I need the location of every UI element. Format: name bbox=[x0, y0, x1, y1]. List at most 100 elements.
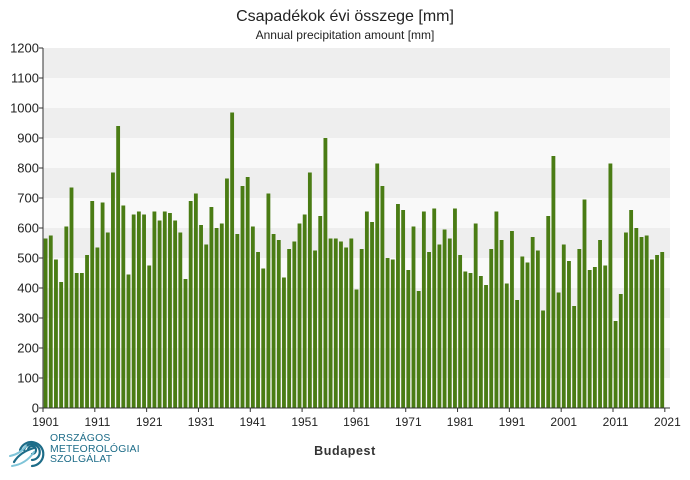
bar-1902 bbox=[48, 235, 53, 408]
bar-1925 bbox=[168, 213, 172, 408]
bar-1969 bbox=[396, 204, 400, 408]
y-tick-label: 900 bbox=[17, 131, 39, 146]
bar-2015 bbox=[634, 228, 639, 408]
x-tick-label: 1991 bbox=[499, 415, 526, 429]
y-tick-label: 600 bbox=[17, 221, 39, 236]
grid-band bbox=[43, 138, 670, 168]
bar-2019 bbox=[655, 255, 659, 408]
grid-band bbox=[43, 78, 670, 108]
bar-1927 bbox=[178, 232, 183, 408]
bar-1970 bbox=[401, 210, 406, 408]
bar-1939 bbox=[240, 186, 245, 408]
bar-2020 bbox=[660, 252, 665, 408]
x-tick-label: 1941 bbox=[240, 415, 267, 429]
bar-1913 bbox=[105, 232, 110, 408]
bar-1924 bbox=[162, 211, 167, 408]
bar-2000 bbox=[556, 292, 561, 408]
bar-1946 bbox=[276, 240, 281, 408]
bar-1933 bbox=[209, 207, 214, 408]
logo-line-3: SZOLGÁLAT bbox=[50, 454, 113, 466]
bar-1996 bbox=[535, 250, 540, 408]
bar-2017 bbox=[644, 235, 649, 408]
bar-1911 bbox=[95, 247, 100, 408]
y-tick-label: 1200 bbox=[10, 41, 39, 56]
x-axis-ticks: 1901 1911 1921 1931 1941 1951 1961 1971 1981 1991… bbox=[32, 408, 681, 429]
bar-1975 bbox=[427, 252, 431, 408]
bar-1973 bbox=[416, 291, 421, 408]
bar-1948 bbox=[287, 249, 292, 408]
y-tick-label: 1100 bbox=[11, 71, 39, 86]
bar-1979 bbox=[447, 238, 452, 408]
bar-2016 bbox=[639, 237, 644, 408]
bar-1998 bbox=[546, 216, 551, 408]
bar-1959 bbox=[344, 247, 349, 408]
bar-1978 bbox=[442, 229, 447, 408]
x-tick-label: 1921 bbox=[136, 415, 163, 429]
bar-1994 bbox=[525, 262, 530, 408]
grid-band bbox=[43, 198, 670, 228]
bar-2004 bbox=[577, 249, 582, 408]
bar-1982 bbox=[463, 271, 468, 408]
bar-1935 bbox=[219, 223, 224, 408]
bar-1966 bbox=[380, 186, 385, 408]
grid-band bbox=[43, 48, 670, 78]
bar-1986 bbox=[484, 285, 488, 408]
bar-1912 bbox=[100, 202, 105, 408]
y-tick-label: 700 bbox=[17, 191, 39, 206]
bar-1981 bbox=[458, 255, 463, 408]
y-tick-label: 800 bbox=[17, 161, 39, 176]
bar-2009 bbox=[603, 265, 608, 408]
bar-2018 bbox=[649, 259, 654, 408]
bar-2001 bbox=[561, 244, 566, 408]
logo-text: ORSZÁGOS METEOROLÓGIAI SZOLGÁLAT bbox=[50, 433, 140, 466]
x-tick-label: 2021 bbox=[654, 415, 681, 429]
bar-1990 bbox=[504, 283, 509, 408]
bar-1932 bbox=[204, 244, 209, 408]
y-tick-label: 200 bbox=[17, 341, 39, 356]
bar-2006 bbox=[587, 270, 592, 408]
logo-line-1: ORSZÁGOS bbox=[50, 433, 111, 444]
bar-1947 bbox=[282, 277, 286, 408]
bar-2007 bbox=[592, 267, 597, 408]
bar-1980 bbox=[453, 208, 457, 408]
bar-1938 bbox=[235, 234, 240, 408]
bar-1974 bbox=[421, 211, 426, 408]
bar-1907 bbox=[74, 273, 79, 408]
bar-1952 bbox=[307, 172, 312, 408]
bar-1957 bbox=[333, 238, 338, 408]
bar-2011 bbox=[613, 321, 618, 408]
x-tick-label: 1931 bbox=[188, 415, 215, 429]
bar-1909 bbox=[85, 255, 89, 408]
x-tick-label: 1971 bbox=[395, 415, 422, 429]
bar-1995 bbox=[530, 237, 535, 408]
bar-1943 bbox=[261, 268, 266, 408]
bar-1950 bbox=[297, 223, 302, 408]
bar-1942 bbox=[256, 252, 260, 408]
bar-1944 bbox=[266, 193, 271, 408]
y-tick-label: 500 bbox=[17, 251, 39, 266]
chart-subtitle: Annual precipitation amount [mm] bbox=[255, 28, 435, 42]
bar-1908 bbox=[79, 273, 84, 408]
bar-1992 bbox=[515, 300, 520, 408]
bar-1964 bbox=[370, 222, 374, 408]
bar-1963 bbox=[364, 211, 369, 408]
y-tick-label: 100 bbox=[17, 371, 39, 386]
bar-1904 bbox=[59, 282, 64, 408]
bar-1937 bbox=[230, 112, 235, 408]
bar-1989 bbox=[499, 240, 504, 408]
y-tick-label: 300 bbox=[17, 311, 39, 326]
bar-1920 bbox=[142, 214, 146, 408]
bar-2013 bbox=[624, 232, 628, 408]
bar-1987 bbox=[489, 249, 494, 408]
bar-2002 bbox=[567, 261, 571, 408]
x-tick-label: 1961 bbox=[343, 415, 370, 429]
bar-2010 bbox=[608, 163, 613, 408]
bar-1921 bbox=[147, 265, 152, 408]
x-axis-label: Budapest bbox=[314, 444, 376, 458]
bar-1993 bbox=[520, 256, 525, 408]
bar-1934 bbox=[214, 228, 219, 408]
bar-1931 bbox=[199, 225, 203, 408]
omsz-logo-icon bbox=[9, 440, 45, 468]
bar-2003 bbox=[572, 306, 577, 408]
